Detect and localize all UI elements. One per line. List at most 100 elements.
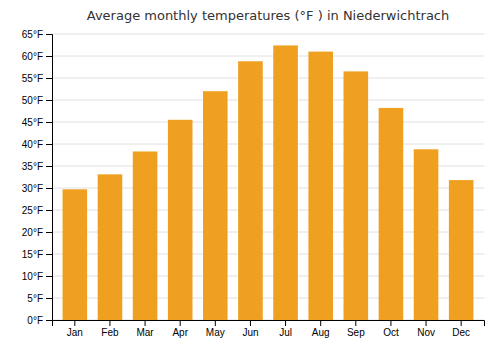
y-tick: 30°F (22, 183, 52, 194)
y-tick: 20°F (22, 227, 52, 238)
tick-mark (215, 320, 216, 326)
bar (203, 91, 228, 320)
bar (238, 61, 263, 320)
x-tick: Jun (242, 320, 258, 338)
bar (273, 45, 298, 320)
grid-line (52, 56, 484, 57)
y-tick: 25°F (22, 205, 52, 216)
y-tick: 60°F (22, 51, 52, 62)
x-tick: Mar (136, 320, 154, 338)
y-tick: 50°F (22, 95, 52, 106)
tick-mark (145, 320, 146, 326)
tick-mark (46, 166, 52, 167)
tick-label: 10°F (22, 271, 43, 282)
tick-mark (46, 100, 52, 101)
y-tick: 65°F (22, 29, 52, 40)
y-tick: 35°F (22, 161, 52, 172)
y-tick: 15°F (22, 249, 52, 260)
tick-mark (46, 144, 52, 145)
bar (414, 149, 439, 320)
tick-mark (109, 320, 110, 326)
tick-mark (355, 320, 356, 326)
bar (133, 151, 158, 320)
tick-label: Mar (136, 327, 154, 338)
tick-mark (461, 320, 462, 326)
tick-mark (250, 320, 251, 326)
tick-label: Jan (67, 327, 83, 338)
y-tick: 10°F (22, 271, 52, 282)
tick-mark (46, 188, 52, 189)
y-tick: 5°F (27, 293, 52, 304)
grid (52, 34, 484, 320)
axis-line (46, 35, 53, 321)
tick-label: 30°F (22, 183, 43, 194)
bar (63, 189, 88, 320)
bar (98, 174, 123, 320)
x-tick: Jul (279, 320, 292, 338)
chart: Jan Feb Mar Apr May Jun Jul Aug Sep Oct Nov Dec 0°F 5… (0, 0, 500, 350)
tick-mark (46, 276, 52, 277)
tick-label: 45°F (22, 117, 43, 128)
bar (379, 108, 404, 320)
tick-mark (320, 320, 321, 326)
tick-label: 65°F (22, 29, 43, 40)
tick-label: 20°F (22, 227, 43, 238)
x-tick: Apr (172, 320, 188, 338)
axis-line (53, 321, 485, 327)
x-tick: May (206, 320, 225, 338)
x-tick: Feb (101, 320, 119, 338)
tick-mark (46, 56, 52, 57)
y-axis: 0°F 5°F 10°F 15°F 20°F 25°F 30°F 35°F 40°F 45°F 50… (22, 29, 53, 326)
tick-label: 35°F (22, 161, 43, 172)
tick-label: 60°F (22, 51, 43, 62)
bar (168, 120, 193, 320)
x-tick: Sep (347, 320, 365, 338)
tick-mark (46, 34, 52, 35)
tick-label: 55°F (22, 73, 43, 84)
tick-mark (426, 320, 427, 326)
tick-mark (46, 210, 52, 211)
tick-mark (74, 320, 75, 326)
grid-line (52, 100, 484, 101)
tick-mark (46, 320, 52, 321)
tick-mark (46, 254, 52, 255)
tick-mark (46, 78, 52, 79)
tick-mark (46, 298, 52, 299)
tick-label: Jul (279, 327, 292, 338)
tick-mark (285, 320, 286, 326)
bar (308, 52, 333, 320)
tick-mark (180, 320, 181, 326)
x-tick: Dec (452, 320, 470, 338)
y-tick: 40°F (22, 139, 52, 150)
plot: Jan Feb Mar Apr May Jun Jul Aug Sep Oct Nov Dec 0°F 5… (22, 29, 485, 338)
tick-mark (46, 122, 52, 123)
x-tick: Aug (312, 320, 330, 338)
x-tick: Oct (383, 320, 399, 338)
tick-label: Nov (417, 327, 435, 338)
tick-label: 15°F (22, 249, 43, 260)
bar (344, 71, 369, 320)
tick-label: 0°F (27, 315, 43, 326)
tick-label: Sep (347, 327, 365, 338)
x-axis: Jan Feb Mar Apr May Jun Jul Aug Sep Oct Nov Dec (53, 320, 485, 338)
grid-line (52, 122, 484, 123)
y-tick: 45°F (22, 117, 52, 128)
tick-label: Jun (242, 327, 258, 338)
grid-line (52, 34, 484, 35)
y-tick: 55°F (22, 73, 52, 84)
tick-mark (46, 232, 52, 233)
x-tick: Nov (417, 320, 435, 338)
tick-label: Apr (172, 327, 188, 338)
tick-label: Dec (452, 327, 470, 338)
tick-label: Aug (312, 327, 330, 338)
tick-label: 50°F (22, 95, 43, 106)
bars (63, 45, 474, 320)
tick-label: 5°F (27, 293, 43, 304)
tick-label: 25°F (22, 205, 43, 216)
grid-line (52, 144, 484, 145)
tick-label: May (206, 327, 225, 338)
x-tick: Jan (67, 320, 83, 338)
tick-label: Oct (383, 327, 399, 338)
tick-mark (390, 320, 391, 326)
tick-label: Feb (101, 327, 119, 338)
